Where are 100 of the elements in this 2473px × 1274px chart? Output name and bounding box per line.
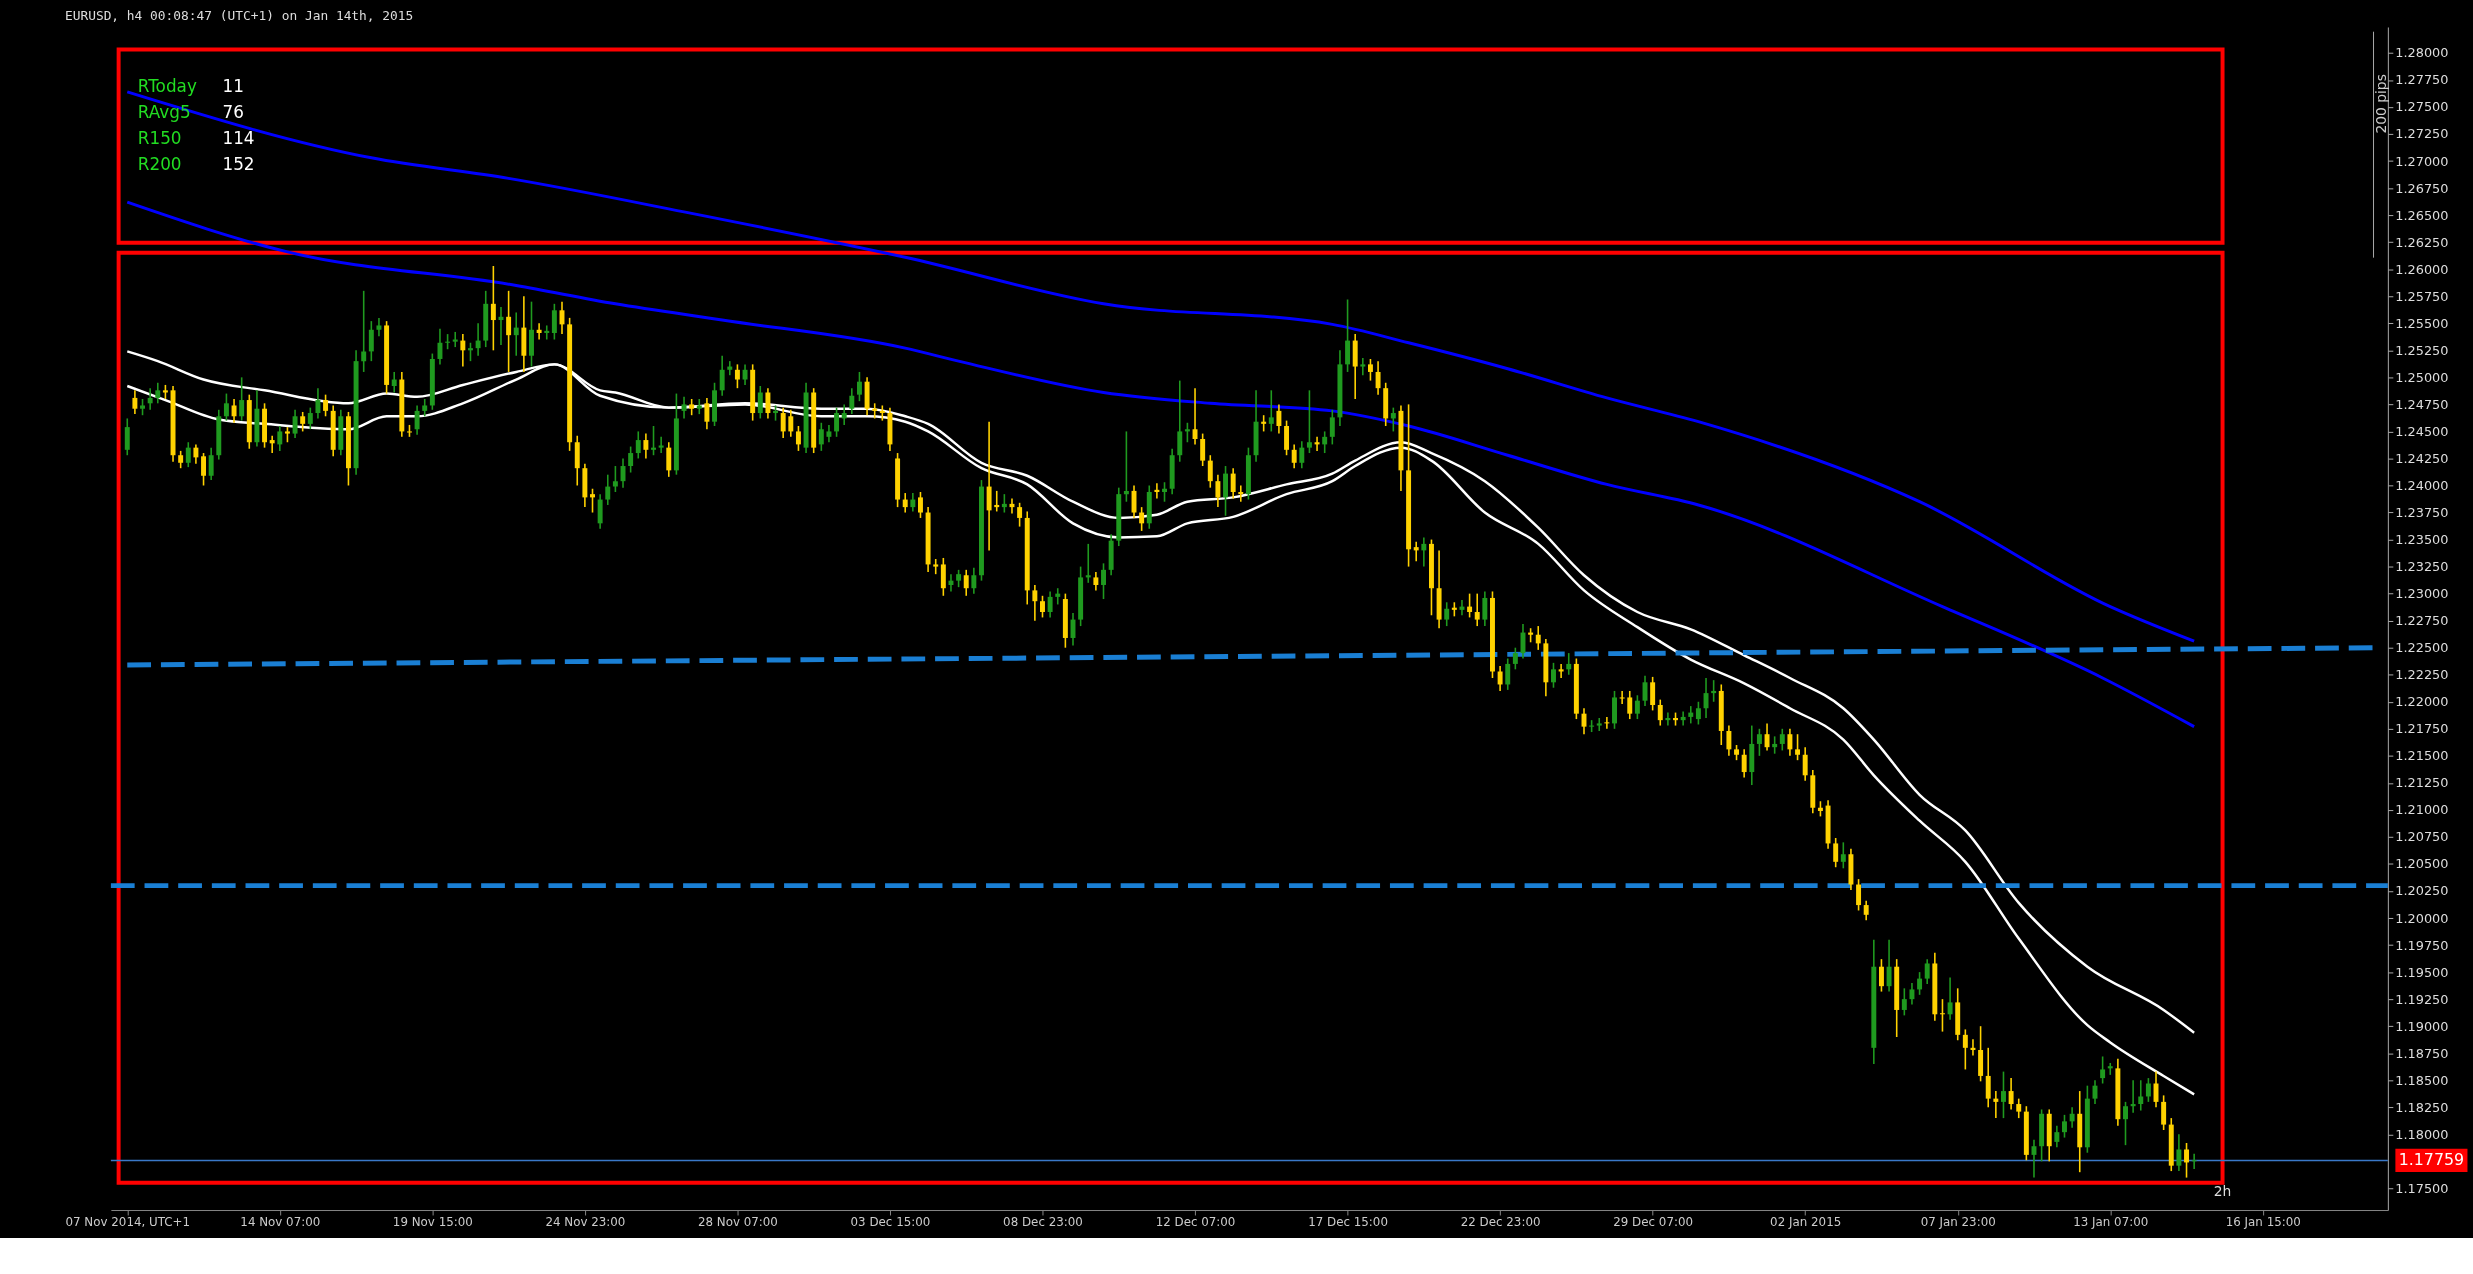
- candlestick: [643, 432, 649, 460]
- y-tick-label: 1.22750: [2395, 613, 2449, 629]
- y-tick-label: 1.17500: [2395, 1180, 2449, 1196]
- candlestick: [1139, 506, 1145, 532]
- candlestick: [940, 557, 946, 597]
- candlestick: [1200, 432, 1206, 467]
- candlestick: [231, 398, 237, 424]
- candlestick: [1162, 481, 1167, 503]
- candlestick: [2123, 1101, 2128, 1146]
- candlestick: [765, 387, 771, 420]
- y-tick-label: 1.23750: [2395, 504, 2449, 520]
- candlestick: [223, 392, 229, 422]
- candlestick: [933, 558, 939, 575]
- candlestick: [1215, 473, 1221, 508]
- y-tick-label: 1.22250: [2395, 667, 2449, 683]
- candlestick: [391, 371, 397, 394]
- candlestick: [1154, 482, 1160, 500]
- candlestick: [1329, 409, 1335, 446]
- y-tick-label: 1.20500: [2395, 856, 2449, 872]
- candlestick: [1909, 982, 1915, 1006]
- candlestick: [1268, 389, 1274, 433]
- candlestick: [780, 406, 786, 439]
- candlestick: [2008, 1077, 2014, 1111]
- candlestick: [468, 341, 473, 362]
- x-tick-label: 16 Jan 15:00: [2225, 1215, 2301, 1230]
- candlestick: [452, 331, 458, 348]
- candlestick: [1459, 599, 1465, 617]
- candlestick: [1650, 676, 1656, 712]
- candlestick: [1619, 690, 1625, 705]
- candlestick: [1703, 677, 1709, 719]
- y-tick-label: 1.23250: [2395, 559, 2449, 575]
- candlestick: [277, 425, 283, 452]
- candlestick: [292, 409, 298, 439]
- y-tick-label: 1.21500: [2395, 748, 2449, 764]
- y-tick-label: 1.19000: [2395, 1018, 2449, 1034]
- candlestick: [818, 421, 824, 452]
- y-tick-label: 1.20250: [2395, 883, 2449, 899]
- candlestick: [2138, 1079, 2144, 1112]
- ref-line-label: 1.17759: [2398, 1150, 2465, 1170]
- candlestick: [513, 311, 519, 357]
- candlestick: [994, 490, 1000, 513]
- candlestick: [323, 393, 329, 418]
- candlestick: [1375, 360, 1381, 396]
- x-tick-label: 28 Nov 07:00: [697, 1215, 778, 1230]
- candlestick: [704, 397, 710, 431]
- candlestick: [948, 573, 954, 593]
- candlestick: [605, 473, 611, 506]
- candlestick: [917, 491, 923, 519]
- candlestick: [1756, 728, 1762, 757]
- candlestick: [2145, 1077, 2151, 1103]
- candlestick: [719, 354, 725, 397]
- candlestick: [1192, 387, 1198, 446]
- y-tick-label: 1.27500: [2395, 99, 2449, 115]
- candlestick: [849, 387, 855, 415]
- candlestick: [1360, 357, 1366, 376]
- candlestick: [902, 492, 908, 514]
- candlestick: [1726, 724, 1732, 757]
- candlestick: [269, 434, 275, 454]
- annotation: 114: [222, 128, 255, 149]
- candlestick: [551, 303, 557, 341]
- y-tick-label: 1.23000: [2395, 586, 2449, 602]
- x-tick-label: 12 Dec 07:00: [1155, 1215, 1236, 1230]
- y-tick-label: 1.25000: [2395, 369, 2449, 385]
- candlestick: [2054, 1124, 2060, 1149]
- candlestick: [1032, 584, 1038, 622]
- candlestick: [788, 409, 794, 438]
- candlestick: [536, 322, 542, 341]
- y-tick-label: 1.22500: [2395, 640, 2449, 656]
- candlestick: [1795, 733, 1801, 761]
- candlestick: [1482, 590, 1488, 627]
- candlestick: [734, 363, 740, 389]
- y-tick-label: 1.18750: [2395, 1045, 2449, 1061]
- annotation: 11: [222, 76, 244, 97]
- candlestick: [1040, 595, 1045, 619]
- y-tick-label: 1.19250: [2395, 991, 2449, 1007]
- annotation: R150: [137, 128, 182, 149]
- y-tick-label: 1.25500: [2395, 315, 2449, 331]
- candlestick: [1551, 662, 1556, 689]
- candlestick: [1444, 601, 1450, 627]
- candlestick: [239, 376, 245, 422]
- y-tick-label: 1.18500: [2395, 1072, 2449, 1088]
- candlestick: [193, 443, 199, 465]
- y-tick-label: 1.23500: [2395, 532, 2449, 548]
- candlestick: [124, 417, 130, 457]
- x-tick-label: 29 Dec 07:00: [1613, 1215, 1694, 1230]
- candlestick: [368, 320, 374, 362]
- candlestick: [1657, 698, 1663, 727]
- candlestick: [1474, 592, 1480, 627]
- candlestick: [651, 425, 656, 457]
- candlestick: [1787, 728, 1793, 757]
- candlestick: [1505, 657, 1511, 691]
- candlestick: [1017, 502, 1023, 528]
- x-tick-label: 19 Nov 15:00: [392, 1215, 473, 1230]
- candlestick: [986, 420, 992, 552]
- y-tick-label: 1.21000: [2395, 802, 2449, 818]
- candlestick: [696, 398, 702, 415]
- candlestick: [727, 360, 733, 376]
- annotation: 200 pips: [2373, 74, 2390, 134]
- candlestick: [1970, 1038, 1976, 1057]
- x-tick-label: 17 Dec 15:00: [1308, 1215, 1388, 1230]
